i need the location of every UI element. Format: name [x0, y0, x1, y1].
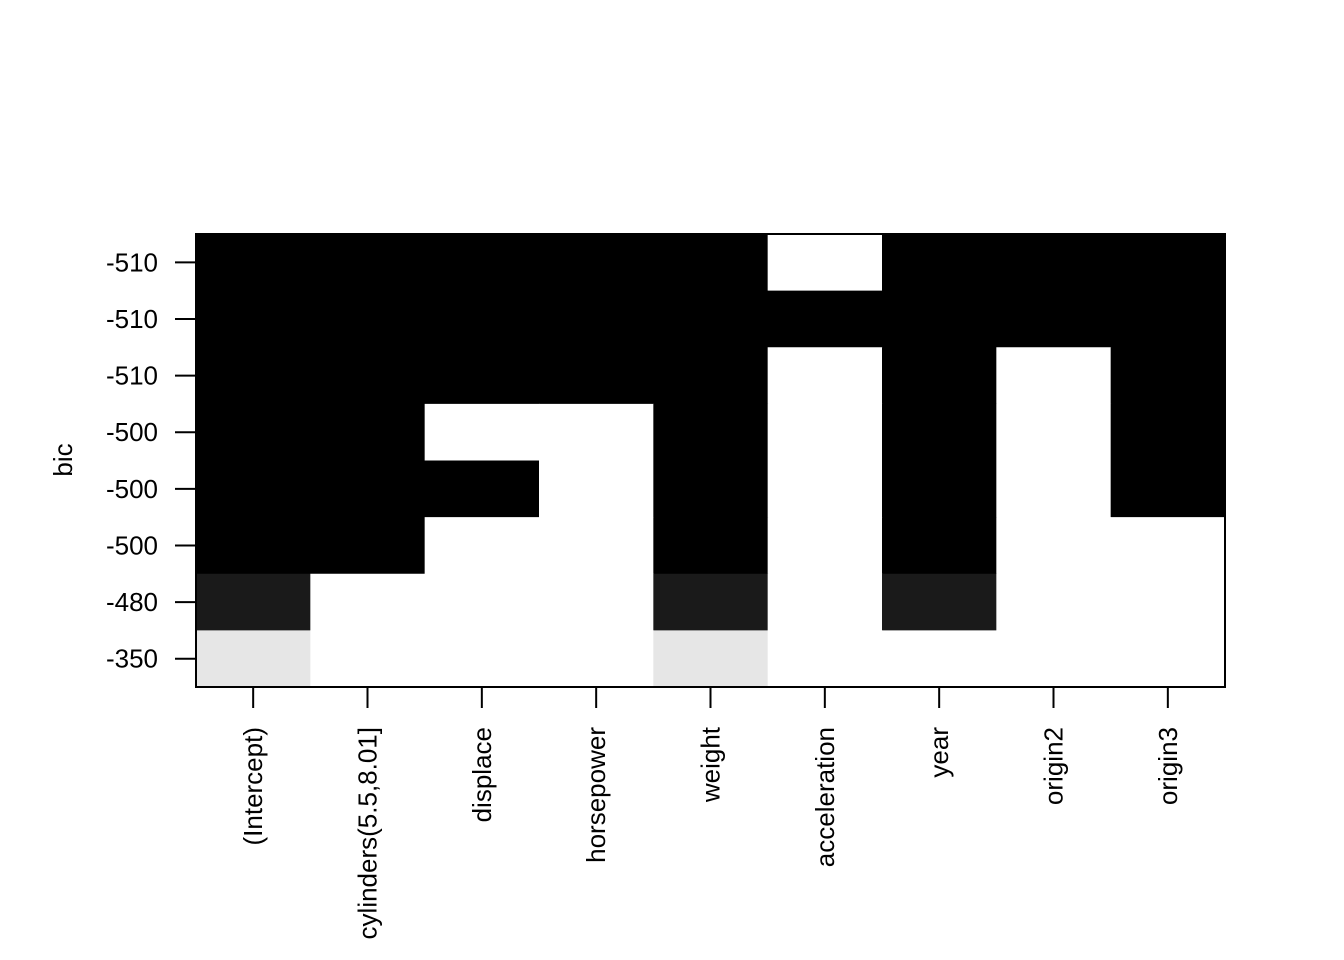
x-tick-label: displace [467, 727, 497, 822]
cell-row3-acceleration [767, 403, 883, 461]
x-tick-label: year [924, 727, 954, 778]
cell-row4-horsepower [539, 460, 654, 518]
cell-row6-year [882, 573, 997, 631]
cell-row3-displace [424, 403, 540, 461]
cell-row6-horsepower [539, 573, 654, 631]
cell-row2-displace [424, 347, 540, 405]
cell-row5-origin2 [996, 517, 1112, 575]
cell-row0-origin3 [1110, 234, 1226, 292]
cell-row7-year [882, 630, 997, 688]
x-tick-label: (Intercept) [238, 727, 268, 846]
cell-row3-horsepower [539, 403, 654, 461]
cell-row1-acceleration [767, 290, 883, 348]
y-tick-label: -500 [106, 417, 158, 447]
cell-row1-horsepower [539, 290, 654, 348]
cell-row1--intercept- [196, 290, 311, 348]
cell-row2-origin2 [996, 347, 1112, 405]
y-tick-label: -350 [106, 644, 158, 674]
y-tick-label: -480 [106, 587, 158, 617]
cell-row4-origin3 [1110, 460, 1226, 518]
cell-row1-weight [653, 290, 769, 348]
cell-row0-year [882, 234, 997, 292]
heatmap-cells [196, 234, 1226, 688]
cell-row4-origin2 [996, 460, 1112, 518]
y-tick-label: -510 [106, 247, 158, 277]
cell-row3-weight [653, 403, 769, 461]
y-tick-label: -510 [106, 304, 158, 334]
cell-row0--intercept- [196, 234, 311, 292]
cell-row6-origin3 [1110, 573, 1226, 631]
x-tick-label: horsepower [581, 727, 611, 863]
cell-row0-horsepower [539, 234, 654, 292]
cell-row1-year [882, 290, 997, 348]
x-tick-label: origin2 [1039, 727, 1069, 805]
cell-row4-weight [653, 460, 769, 518]
x-tick-label: cylinders(5.5,8.01] [353, 727, 383, 939]
cell-row6-displace [424, 573, 540, 631]
cell-row2-year [882, 347, 997, 405]
cell-row4-displace [424, 460, 540, 518]
x-tick-label: origin3 [1153, 727, 1183, 805]
cell-row4-acceleration [767, 460, 883, 518]
cell-row6--intercept- [196, 573, 311, 631]
cell-row1-origin3 [1110, 290, 1226, 348]
cell-row6-origin2 [996, 573, 1112, 631]
cell-row6-cylinders-5-5-8-01- [310, 573, 426, 631]
x-axis: (Intercept) cylinders(5.5,8.01] displace ho… [238, 687, 1183, 939]
cell-row6-weight [653, 573, 769, 631]
y-tick-label: -510 [106, 361, 158, 391]
cell-row5-displace [424, 517, 540, 575]
cell-row0-displace [424, 234, 540, 292]
cell-row5-acceleration [767, 517, 883, 575]
x-tick-label: weight [696, 726, 726, 803]
cell-row7-origin3 [1110, 630, 1226, 688]
cell-row5-horsepower [539, 517, 654, 575]
cell-row3-origin3 [1110, 403, 1226, 461]
cell-row5-origin3 [1110, 517, 1226, 575]
cell-row0-cylinders-5-5-8-01- [310, 234, 426, 292]
cell-row4-year [882, 460, 997, 518]
y-tick-label: -500 [106, 530, 158, 560]
cell-row3-origin2 [996, 403, 1112, 461]
cell-row2-acceleration [767, 347, 883, 405]
y-tick-label: -500 [106, 474, 158, 504]
cell-row2-horsepower [539, 347, 654, 405]
y-axis: -510 -510 -510 -500 -500 -500 -480 -350 [106, 247, 196, 674]
cell-row7-cylinders-5-5-8-01- [310, 630, 426, 688]
y-axis-title: bic [48, 443, 78, 476]
cell-row1-displace [424, 290, 540, 348]
cell-row7-acceleration [767, 630, 883, 688]
cell-row3-year [882, 403, 997, 461]
cell-row4--intercept- [196, 460, 311, 518]
cell-row7-weight [653, 630, 769, 688]
cell-row5-weight [653, 517, 769, 575]
cell-row2-weight [653, 347, 769, 405]
cell-row3--intercept- [196, 403, 311, 461]
cell-row1-origin2 [996, 290, 1112, 348]
cell-row1-cylinders-5-5-8-01- [310, 290, 426, 348]
cell-row5--intercept- [196, 517, 311, 575]
cell-row2-cylinders-5-5-8-01- [310, 347, 426, 405]
cell-row7-horsepower [539, 630, 654, 688]
cell-row5-year [882, 517, 997, 575]
x-tick-label: acceleration [810, 727, 840, 867]
cell-row4-cylinders-5-5-8-01- [310, 460, 426, 518]
cell-row3-cylinders-5-5-8-01- [310, 403, 426, 461]
cell-row7--intercept- [196, 630, 311, 688]
cell-row0-acceleration [767, 234, 883, 292]
cell-row7-displace [424, 630, 540, 688]
cell-row0-origin2 [996, 234, 1112, 292]
cell-row7-origin2 [996, 630, 1112, 688]
cell-row5-cylinders-5-5-8-01- [310, 517, 426, 575]
cell-row6-acceleration [767, 573, 883, 631]
cell-row2--intercept- [196, 347, 311, 405]
cell-row2-origin3 [1110, 347, 1226, 405]
cell-row0-weight [653, 234, 769, 292]
